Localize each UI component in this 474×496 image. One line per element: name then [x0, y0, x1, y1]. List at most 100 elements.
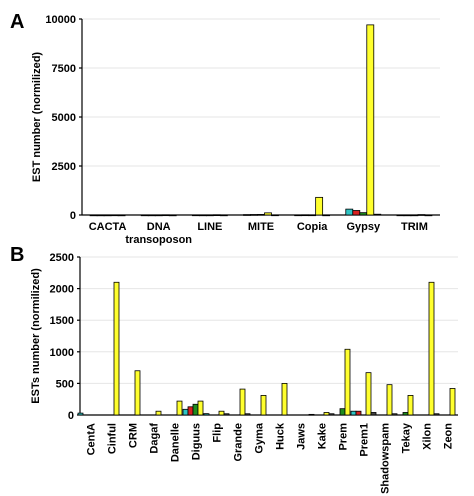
- bar: [271, 214, 279, 217]
- bar: [239, 388, 246, 416]
- bar: [366, 24, 375, 216]
- category-label: Shadowspam: [380, 423, 392, 494]
- category-label: Huck: [275, 422, 287, 450]
- bar: [192, 403, 199, 416]
- bar: [315, 196, 324, 216]
- bar: [424, 214, 433, 217]
- category-label: Tekay: [401, 422, 413, 453]
- bar: [294, 214, 303, 217]
- bar: [403, 214, 412, 217]
- bar: [154, 214, 163, 217]
- category-label: Dagaf: [149, 423, 161, 454]
- bar: [391, 413, 398, 416]
- bar: [352, 210, 361, 216]
- category-label: CACTA: [89, 221, 127, 233]
- bar: [161, 214, 170, 217]
- y-tick-label: 0: [68, 410, 74, 422]
- category-label: MITE: [248, 221, 274, 233]
- bar: [308, 214, 317, 217]
- bar: [386, 384, 393, 416]
- panel-b-letter: B: [10, 244, 24, 266]
- bar: [449, 388, 456, 416]
- y-tick-label: 7500: [52, 63, 76, 75]
- y-tick-label: 2500: [52, 161, 76, 173]
- bar: [396, 214, 405, 217]
- bar: [328, 413, 335, 416]
- bar: [407, 395, 414, 416]
- bar: [257, 214, 265, 216]
- category-label: TRIM: [401, 221, 428, 233]
- bar: [219, 214, 228, 217]
- bar: [168, 214, 177, 217]
- y-axis-label: EST number (normilized): [31, 52, 43, 183]
- bar: [223, 413, 230, 416]
- category-label: LINE: [197, 221, 222, 233]
- bar: [103, 214, 112, 217]
- bar: [345, 208, 354, 216]
- panel-a-letter: A: [10, 11, 24, 33]
- y-tick-label: 10000: [45, 14, 76, 26]
- bar: [344, 348, 351, 416]
- bar: [359, 212, 368, 216]
- bar: [260, 395, 267, 416]
- category-label: DNA: [147, 221, 171, 233]
- bar: [218, 410, 225, 416]
- bar: [308, 413, 315, 416]
- bar: [264, 212, 272, 216]
- bar: [113, 281, 120, 416]
- bar: [198, 214, 207, 217]
- bar: [191, 214, 200, 217]
- bar: [117, 214, 126, 217]
- category-label: CentA: [86, 423, 98, 455]
- bar: [243, 214, 251, 216]
- category-label: Gypsy: [346, 221, 381, 233]
- bar: [428, 281, 435, 416]
- y-tick-label: 5000: [52, 112, 76, 124]
- bar: [205, 214, 214, 217]
- bar: [77, 412, 84, 416]
- bar: [301, 214, 310, 217]
- y-tick-label: 1000: [50, 347, 74, 359]
- y-axis-label: ESTs number (normilized): [30, 268, 42, 404]
- category-label: Kake: [317, 423, 329, 449]
- chart-a: 0 2500 5000 7500 10000 EST number (normilized…: [31, 14, 440, 246]
- y-tick-label: 2000: [50, 284, 74, 296]
- bar: [110, 214, 119, 217]
- bar: [417, 214, 426, 216]
- bar: [281, 382, 288, 416]
- bar: [355, 410, 362, 416]
- bar: [322, 214, 331, 217]
- bar: [370, 412, 377, 416]
- bar: [187, 406, 194, 416]
- bar: [365, 372, 372, 416]
- bar: [373, 213, 382, 216]
- y-tick-label: 500: [56, 378, 74, 390]
- category-label: Jaws: [296, 423, 308, 450]
- category-label: Diguus: [191, 423, 203, 460]
- category-label: Prem: [338, 423, 350, 451]
- bar: [176, 400, 183, 416]
- bar: [140, 214, 149, 217]
- y-tick-label: 0: [70, 210, 76, 222]
- category-label: Danelle: [170, 423, 182, 462]
- category-label: Zeon: [443, 423, 455, 450]
- y-tick-label: 2500: [50, 252, 74, 264]
- bar: [433, 413, 440, 416]
- bar: [350, 410, 357, 416]
- bar: [197, 400, 204, 416]
- category-label: Copia: [297, 221, 328, 233]
- bar: [155, 410, 162, 416]
- category-label: transoposon: [125, 234, 192, 246]
- bar: [134, 370, 141, 416]
- category-label: Grande: [233, 423, 245, 462]
- bar: [410, 214, 419, 217]
- chart-b: 0 500 1000 1500 2000 2500 ESTs number (normili…: [30, 252, 458, 494]
- bar: [339, 408, 346, 416]
- bar: [182, 408, 189, 416]
- bar: [323, 412, 330, 416]
- bar: [244, 413, 251, 416]
- category-label: CRM: [128, 423, 140, 448]
- bar: [89, 214, 98, 217]
- bar: [212, 214, 221, 217]
